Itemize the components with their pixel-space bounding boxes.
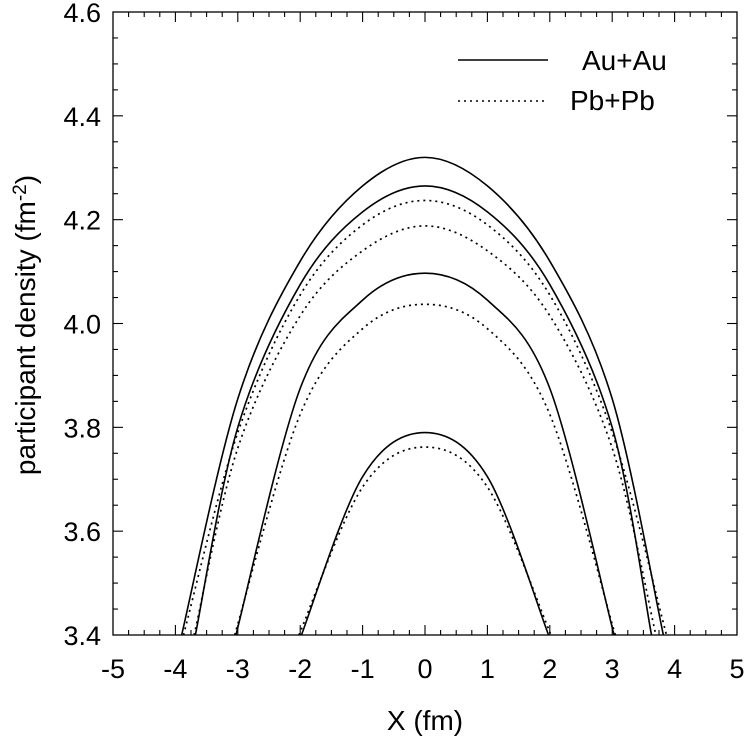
au-au-curve-2: [235, 272, 615, 636]
pb-pb-curve-7: [298, 446, 552, 636]
x-tick-label: 0: [417, 654, 432, 684]
au-au-curve-1: [194, 185, 653, 636]
legend: Au+Au Pb+Pb: [458, 45, 667, 116]
x-tick-label: 1: [480, 654, 495, 684]
y-axis-label: participant density (fm-2): [10, 175, 41, 475]
legend-label-pb-pb: Pb+Pb: [570, 85, 655, 116]
pb-pb-curve-5: [193, 225, 657, 636]
x-tick-label: -2: [288, 654, 312, 684]
y-axis-label-main: participant density (fm: [10, 201, 41, 475]
y-tick-label: 3.8: [63, 413, 101, 443]
y-tick-label: 4.2: [63, 206, 101, 236]
pb-pb-curve-6: [233, 303, 617, 636]
au-au-curve-3: [300, 431, 550, 636]
y-tick-label: 4.6: [63, 0, 101, 28]
y-axis-label-close: ): [10, 175, 41, 184]
y-tick-label: 4.4: [63, 102, 101, 132]
y-tick-label: 3.4: [63, 621, 101, 651]
y-tick-label: 4.0: [63, 310, 101, 340]
legend-label-au-au: Au+Au: [582, 45, 667, 76]
axis-ticks: [113, 12, 737, 635]
tick-labels: -5 -4 -3 -2 -1 0 1 2 3 4 5 3.4 3.6 3.8 4.0 4.2 4.4 4.6: [63, 0, 744, 684]
x-tick-label: -1: [351, 654, 375, 684]
x-tick-label: 5: [729, 654, 744, 684]
x-tick-label: 4: [667, 654, 682, 684]
x-tick-label: 3: [605, 654, 620, 684]
x-axis-label: X (fm): [387, 705, 463, 736]
x-tick-label: -4: [163, 654, 187, 684]
au-au-curve-0: [180, 156, 665, 636]
y-axis-label-sup: -2: [10, 184, 31, 201]
x-tick-label: -3: [226, 654, 250, 684]
x-tick-label: -5: [101, 654, 125, 684]
pb-pb-curve-4: [182, 199, 668, 636]
data-curves: [180, 156, 668, 636]
x-tick-label: 2: [542, 654, 557, 684]
y-tick-label: 3.6: [63, 517, 101, 547]
